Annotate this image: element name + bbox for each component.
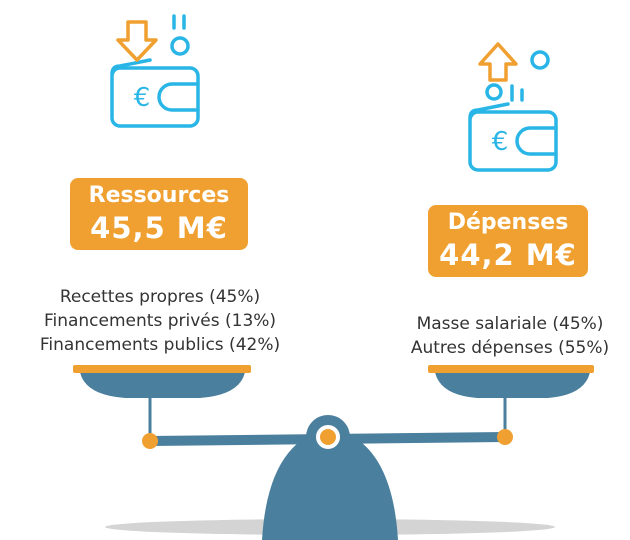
ressources-list: Recettes propres (45%) Financements priv… [0, 285, 320, 357]
list-item: Autres dépenses (55%) [350, 336, 630, 360]
hook-right [497, 429, 513, 445]
pivot-center [318, 427, 338, 447]
plate-left [80, 372, 245, 398]
hook-left [142, 433, 158, 449]
svg-text:€: € [492, 127, 509, 157]
arrow-up [480, 44, 516, 80]
ressources-box: Ressources 45,5 M€ [70, 178, 248, 250]
plate-right [435, 372, 590, 398]
plate-left-rim [73, 365, 251, 373]
infographic: € € Ressources 45,5 M€ Dépenses 44,2 M€ … [0, 0, 630, 540]
wallet-left: € [112, 16, 198, 126]
box-title: Ressources [70, 178, 248, 210]
arrow-down [118, 22, 156, 60]
list-item: Masse salariale (45%) [350, 312, 630, 336]
list-item: Financements publics (42%) [0, 333, 320, 357]
list-item: Recettes propres (45%) [0, 285, 320, 309]
list-item: Financements privés (13%) [0, 309, 320, 333]
svg-text:€: € [134, 83, 151, 113]
plate-right-rim [428, 365, 594, 373]
box-amount: 44,2 M€ [428, 237, 588, 273]
box-amount: 45,5 M€ [70, 210, 248, 246]
wallet-right: € [470, 52, 556, 170]
depenses-list: Masse salariale (45%) Autres dépenses (5… [350, 312, 630, 360]
box-title: Dépenses [428, 205, 588, 237]
depenses-box: Dépenses 44,2 M€ [428, 205, 588, 277]
